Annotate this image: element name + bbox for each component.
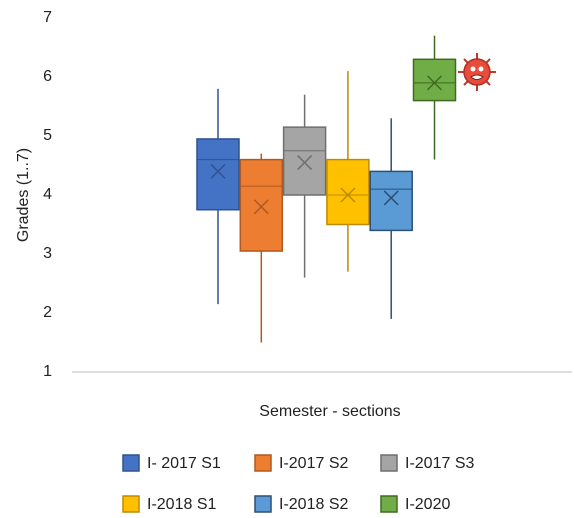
legend-label: I-2020 [405,496,450,513]
y-tick-label: 1 [43,363,52,380]
legend-label: I-2017 S2 [279,455,348,472]
y-axis-title: Grades (1..7) [15,148,32,242]
legend-label: I-2018 S1 [147,496,216,513]
legend-label: I-2018 S2 [279,496,348,513]
x-axis-title: Semester - sections [259,403,400,420]
box [327,160,369,225]
box [370,171,412,230]
y-tick-label: 7 [43,9,52,26]
box [197,139,239,210]
legend-swatch [255,455,271,471]
y-tick-label: 6 [43,68,52,85]
legend-swatch [381,496,397,512]
legend-swatch [255,496,271,512]
box [414,59,456,100]
box [284,127,326,195]
box [240,160,282,251]
legend-swatch [123,455,139,471]
y-tick-label: 5 [43,127,52,144]
y-tick-label: 4 [43,186,52,203]
virus-icon [458,53,496,91]
y-tick-label: 2 [43,304,52,321]
y-tick-label: 3 [43,245,52,262]
legend-swatch [123,496,139,512]
legend-label: I-2017 S3 [405,455,474,472]
legend-swatch [381,455,397,471]
chart: Grades (1..7) Semester - sections 1 2 3 4 5 6… [0,0,574,513]
legend-label: I- 2017 S1 [147,455,221,472]
